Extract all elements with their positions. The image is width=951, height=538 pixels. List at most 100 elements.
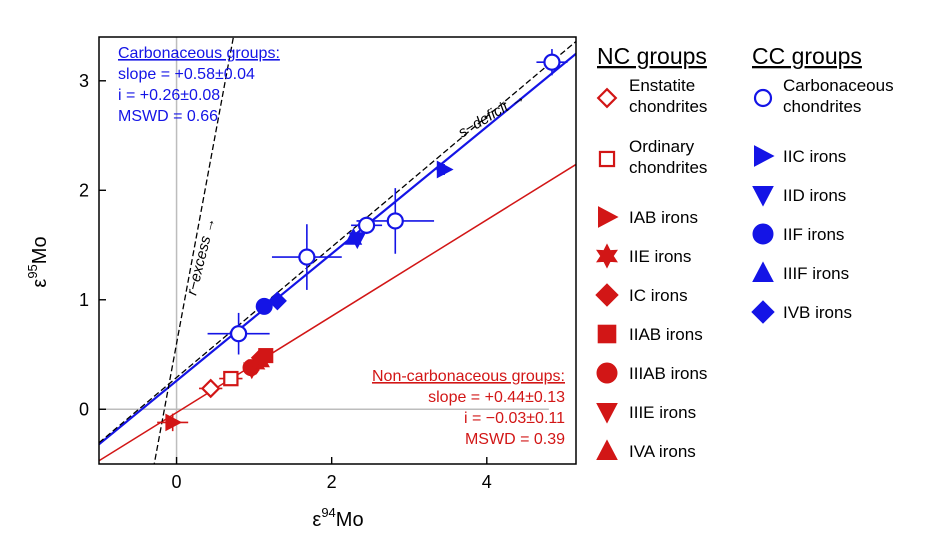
x-tick-label: 4 bbox=[482, 472, 492, 492]
y-tick-label: 3 bbox=[79, 71, 89, 91]
cc-carbonaceous-chondrites-point bbox=[298, 248, 316, 266]
nc-legend-marker-diamond bbox=[595, 283, 619, 307]
nc-legend-marker-diamond-open bbox=[596, 87, 618, 109]
cc-regression-line bbox=[99, 52, 576, 446]
s-deficit-line bbox=[99, 40, 576, 444]
cc-fit-slope: slope = +0.58±0.04 bbox=[118, 66, 255, 83]
nc-legend-item-ordinary-chondrites: Ordinary chondrites bbox=[598, 137, 707, 177]
cc-legend-item-ivb-irons: IVB irons bbox=[751, 300, 852, 324]
axis-ticks: 0 2 4 0 1 2 3 bbox=[79, 71, 492, 492]
nc-fit-annotation: Non-carbonaceous groups: slope = +0.44±0… bbox=[372, 368, 565, 448]
cc-legend-label: IID irons bbox=[783, 186, 846, 205]
cc-legend-marker-circle-open bbox=[753, 88, 773, 108]
y-axis-label-symbol: ε bbox=[29, 279, 51, 288]
nc-legend-label: IIIAB irons bbox=[629, 364, 707, 383]
cc-legend-item-iid-irons: IID irons bbox=[752, 186, 846, 207]
cc-legend-item-iiif-irons: IIIF irons bbox=[752, 261, 849, 283]
cc-iiif-irons-point bbox=[344, 227, 363, 245]
cc-fit-mswd: MSWD = 0.66 bbox=[118, 108, 218, 125]
nc-legend-marker-tri-down bbox=[596, 403, 618, 424]
nc-fit-mswd: MSWD = 0.39 bbox=[465, 431, 565, 448]
nc-legend-label: IC irons bbox=[629, 286, 688, 305]
cc-legend-label: IIF irons bbox=[783, 225, 844, 244]
x-tick-label: 0 bbox=[172, 472, 182, 492]
nc-legend-title: NC groups bbox=[597, 43, 707, 69]
nc-legend-marker-square bbox=[597, 324, 617, 344]
cc-fit-annotation: Carbonaceous groups: slope = +0.58±0.04 … bbox=[118, 45, 280, 125]
cc-legend-marker-tri-right bbox=[754, 145, 775, 167]
nc-iab-irons-point bbox=[165, 413, 183, 432]
nc-legend-label: IIE irons bbox=[629, 247, 691, 266]
x-axis-label: ε94Mo bbox=[312, 505, 363, 531]
nc-fit-intercept: i = −0.03±0.11 bbox=[464, 410, 565, 427]
cc-legend-marker-tri-down bbox=[752, 186, 774, 207]
cc-legend-item-iif-irons: IIF irons bbox=[752, 223, 844, 245]
y-tick-label: 1 bbox=[79, 290, 89, 310]
r-excess-line bbox=[153, 37, 235, 464]
x-axis-label-name: Mo bbox=[336, 509, 364, 531]
cc-legend-label: IIIF irons bbox=[783, 264, 849, 283]
x-axis-label-superscript: 94 bbox=[321, 505, 335, 520]
nc-regression-line bbox=[99, 163, 576, 462]
y-tick-label: 2 bbox=[79, 180, 89, 200]
nc-fit-slope: slope = +0.44±0.13 bbox=[428, 389, 565, 406]
nc-legend-item-iab-irons: IAB irons bbox=[598, 206, 698, 228]
cc-iic-irons-point bbox=[436, 160, 454, 179]
cc-legend-label: IIC irons bbox=[783, 147, 846, 166]
x-tick-label: 2 bbox=[327, 472, 337, 492]
nc-legend-label: chondrites bbox=[629, 97, 707, 116]
cc-carbonaceous-chondrites-point bbox=[386, 212, 404, 230]
cc-legend-title: CC groups bbox=[752, 43, 862, 69]
nc-legend-label: IIAB irons bbox=[629, 325, 703, 344]
nc-legend-marker-tri-right bbox=[598, 206, 619, 228]
cc-iif-irons-point bbox=[255, 297, 273, 315]
nc-legend: Enstatite chondrites Ordinary chondrites IAB… bbox=[595, 76, 707, 461]
plot-frame bbox=[98, 36, 577, 465]
nc-legend-label: IVA irons bbox=[629, 442, 696, 461]
nc-legend-label: Ordinary bbox=[629, 137, 695, 156]
nc-legend-item-enstatite-chondrites: Enstatite chondrites bbox=[596, 76, 707, 116]
s-deficit-label: s−deficit → bbox=[455, 88, 528, 141]
y-axis-label: ε95Mo bbox=[25, 236, 51, 287]
nc-legend-item-iiab-irons: IIAB irons bbox=[597, 324, 703, 344]
nc-legend-marker-square-open bbox=[598, 150, 616, 168]
cc-ivb-irons-point bbox=[267, 291, 287, 311]
cc-legend: Carbonaceous chondrites IIC irons IID irons… bbox=[751, 76, 894, 324]
nc-fit-title: Non-carbonaceous groups: bbox=[372, 368, 565, 385]
cc-legend-label: IVB irons bbox=[783, 303, 852, 322]
nc-legend-label: IIIE irons bbox=[629, 403, 696, 422]
nc-iiab-irons-point bbox=[258, 348, 274, 364]
cc-carbonaceous-chondrites-point bbox=[357, 216, 376, 234]
cc-legend-marker-diamond bbox=[751, 300, 775, 324]
cc-legend-marker-circle bbox=[752, 223, 774, 245]
cc-fit-intercept: i = +0.26±0.08 bbox=[118, 87, 220, 104]
y-axis-label-superscript: 95 bbox=[25, 264, 40, 278]
cc-legend-marker-tri-up bbox=[752, 261, 774, 282]
cc-legend-item-iic-irons: IIC irons bbox=[754, 145, 846, 167]
y-tick-label: 0 bbox=[79, 399, 89, 419]
cc-carbonaceous-chondrites-point bbox=[230, 325, 248, 343]
nc-legend-label: IAB irons bbox=[629, 208, 698, 227]
nc-ordinary-chondrites-point bbox=[223, 370, 239, 387]
nc-legend-item-iie-irons: IIE irons bbox=[596, 243, 691, 269]
cc-legend-label: Carbonaceous bbox=[783, 76, 894, 95]
nc-legend-item-iiiab-irons: IIIAB irons bbox=[596, 362, 707, 384]
cc-legend-item-carbonaceous-chondrites: Carbonaceous chondrites bbox=[753, 76, 894, 116]
nc-legend-marker-star bbox=[596, 243, 618, 269]
nc-legend-marker-tri-up bbox=[596, 439, 618, 460]
nc-legend-item-iva-irons: IVA irons bbox=[596, 439, 696, 461]
nc-enstatite-chondrites-point bbox=[200, 378, 221, 399]
nc-legend-item-iiie-irons: IIIE irons bbox=[596, 403, 696, 424]
r-excess-label: r−excess → bbox=[183, 216, 219, 297]
cc-carbonaceous-chondrites-point bbox=[543, 53, 561, 71]
data-points bbox=[165, 53, 561, 432]
nc-legend-item-ic-irons: IC irons bbox=[595, 283, 688, 307]
x-axis-label-symbol: ε bbox=[312, 509, 321, 531]
y-axis-label-name: Mo bbox=[29, 236, 51, 264]
cc-legend-label: chondrites bbox=[783, 97, 861, 116]
nc-legend-marker-circle bbox=[596, 362, 618, 384]
nc-legend-label: Enstatite bbox=[629, 76, 695, 95]
regression-lines bbox=[99, 37, 576, 464]
cc-fit-title: Carbonaceous groups: bbox=[118, 45, 280, 62]
